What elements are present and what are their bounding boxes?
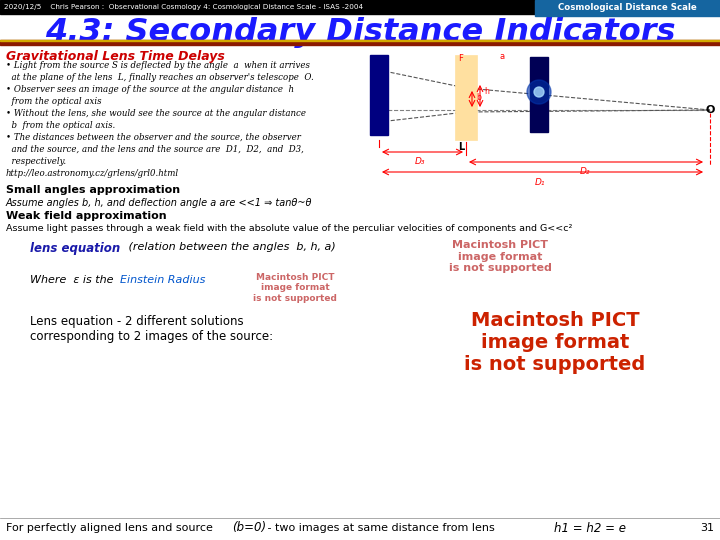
Bar — [530, 57, 548, 132]
Text: Macintosh PICT
image format
is not supported: Macintosh PICT image format is not suppo… — [253, 273, 337, 303]
Text: (relation between the angles  b, h, a): (relation between the angles b, h, a) — [125, 242, 336, 252]
Bar — [0, 39, 720, 41]
Text: lens equation: lens equation — [30, 242, 120, 255]
Text: b: b — [476, 93, 481, 103]
Text: Macintosh PICT
image format
is not supported: Macintosh PICT image format is not suppo… — [449, 240, 552, 273]
Text: 2020/12/5    Chris Pearson :  Observational Cosmology 4: Cosmological Distance S: 2020/12/5 Chris Pearson : Observational … — [4, 4, 363, 10]
Text: h: h — [484, 87, 489, 97]
Text: (b=0): (b=0) — [232, 522, 266, 535]
Text: from the optical axis: from the optical axis — [6, 97, 102, 106]
Text: F: F — [459, 54, 464, 63]
Text: S: S — [372, 138, 378, 147]
Text: • Light from the source S is deflected by the angle  a  when it arrives: • Light from the source S is deflected b… — [6, 61, 310, 70]
Text: D₃: D₃ — [415, 157, 426, 166]
Text: Where  ε is the: Where ε is the — [30, 275, 117, 285]
Text: D₂: D₂ — [580, 167, 590, 176]
Text: • The distances between the observer and the source, the observer: • The distances between the observer and… — [6, 133, 301, 142]
Circle shape — [534, 87, 544, 97]
Text: 4.3: Secondary Distance Indicators: 4.3: Secondary Distance Indicators — [45, 17, 675, 48]
Text: • Without the lens, she would see the source at the angular distance: • Without the lens, she would see the so… — [6, 109, 306, 118]
Text: - two images at same distance from lens: - two images at same distance from lens — [264, 523, 502, 533]
Text: For perfectly aligned lens and source: For perfectly aligned lens and source — [6, 523, 220, 533]
Text: Assume light passes through a weak field with the absolute value of the perculia: Assume light passes through a weak field… — [6, 224, 572, 233]
Text: and the source, and the lens and the source are  D1,  D2,  and  D3,: and the source, and the lens and the sou… — [6, 145, 304, 154]
Text: O: O — [706, 105, 715, 115]
Bar — [0, 0, 720, 14]
Text: 31: 31 — [700, 523, 714, 533]
Text: respectively.: respectively. — [6, 157, 66, 166]
Circle shape — [527, 80, 551, 104]
Text: Einstein Radius: Einstein Radius — [120, 275, 205, 285]
Bar — [455, 55, 477, 140]
Text: Lens equation - 2 different solutions
corresponding to 2 images of the source:: Lens equation - 2 different solutions co… — [30, 315, 273, 343]
Bar — [0, 40, 720, 45]
Text: D₁: D₁ — [535, 178, 545, 187]
Text: Assume angles b, h, and deflection angle a are <<1 ⇒ tanθ~θ: Assume angles b, h, and deflection angle… — [6, 198, 312, 208]
Text: Macintosh PICT
image format
is not supported: Macintosh PICT image format is not suppo… — [464, 311, 646, 374]
Text: a: a — [500, 52, 505, 61]
Text: http://leo.astronomy.cz/grlens/grl0.html: http://leo.astronomy.cz/grlens/grl0.html — [6, 169, 179, 178]
Text: L: L — [458, 142, 464, 152]
Text: h1 = h2 = e: h1 = h2 = e — [554, 522, 626, 535]
Text: b  from the optical axis.: b from the optical axis. — [6, 121, 115, 130]
Text: at the plane of the lens  L, finally reaches an observer's telescope  O.: at the plane of the lens L, finally reac… — [6, 73, 314, 82]
Bar — [370, 55, 388, 135]
Text: Cosmological Distance Scale: Cosmological Distance Scale — [557, 3, 696, 11]
Bar — [535, 0, 720, 16]
Text: Small angles approximation: Small angles approximation — [6, 185, 180, 195]
Text: Gravitational Lens Time Delays: Gravitational Lens Time Delays — [6, 50, 225, 63]
Text: Weak field approximation: Weak field approximation — [6, 211, 166, 221]
Text: • Observer sees an image of the source at the angular distance  h: • Observer sees an image of the source a… — [6, 85, 294, 94]
